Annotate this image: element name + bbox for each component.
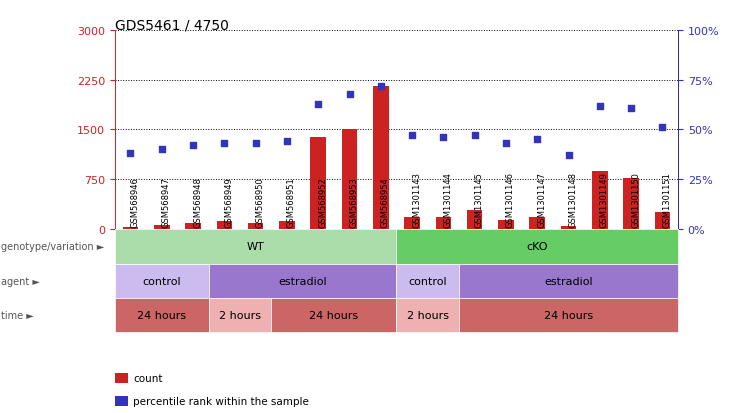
Bar	[216, 221, 232, 229]
Bar	[279, 222, 295, 229]
Bar	[154, 225, 170, 229]
Point	[375, 83, 387, 90]
Bar	[623, 178, 639, 229]
Text: GSM568954: GSM568954	[381, 177, 390, 228]
Point	[281, 139, 293, 145]
Text: GSM568951: GSM568951	[287, 177, 296, 228]
Text: GSM1301151: GSM1301151	[662, 172, 671, 228]
Point	[312, 101, 324, 108]
Bar	[467, 211, 482, 229]
Text: 2 hours: 2 hours	[219, 310, 261, 320]
Text: estradiol: estradiol	[279, 276, 327, 286]
Bar	[123, 227, 139, 229]
Point	[344, 91, 356, 98]
Point	[250, 141, 262, 147]
Text: WT: WT	[247, 242, 265, 252]
Text: GSM568953: GSM568953	[350, 177, 359, 228]
Bar	[310, 138, 326, 229]
Bar	[342, 130, 357, 229]
Text: GSM568950: GSM568950	[256, 177, 265, 228]
Text: GSM1301145: GSM1301145	[475, 172, 484, 228]
Text: GSM1301148: GSM1301148	[568, 172, 577, 228]
Text: 24 hours: 24 hours	[544, 310, 593, 320]
Bar	[654, 212, 670, 229]
Bar	[436, 218, 451, 229]
Text: estradiol: estradiol	[544, 276, 593, 286]
Point	[625, 105, 637, 112]
Bar	[592, 172, 608, 229]
Point	[469, 133, 481, 139]
Point	[156, 147, 167, 153]
Text: control: control	[408, 276, 447, 286]
Text: percentile rank within the sample: percentile rank within the sample	[133, 396, 309, 406]
Text: GSM1301143: GSM1301143	[412, 172, 421, 228]
Bar	[561, 227, 576, 229]
Text: GSM568948: GSM568948	[193, 177, 202, 228]
Bar	[373, 87, 388, 229]
Bar	[185, 223, 201, 229]
Point	[531, 137, 543, 143]
Text: cKO: cKO	[526, 242, 548, 252]
Text: 24 hours: 24 hours	[309, 310, 359, 320]
Text: GSM568946: GSM568946	[130, 177, 139, 228]
Text: count: count	[133, 373, 163, 383]
Text: agent ►: agent ►	[1, 276, 39, 286]
Text: 2 hours: 2 hours	[407, 310, 449, 320]
Text: genotype/variation ►: genotype/variation ►	[1, 242, 104, 252]
Text: GSM568947: GSM568947	[162, 177, 170, 228]
Text: GSM568952: GSM568952	[318, 177, 328, 228]
Text: GSM1301144: GSM1301144	[443, 172, 452, 228]
Text: 24 hours: 24 hours	[137, 310, 186, 320]
Text: GSM1301146: GSM1301146	[506, 172, 515, 228]
Point	[219, 141, 230, 147]
Point	[657, 125, 668, 131]
Text: control: control	[142, 276, 181, 286]
Point	[562, 152, 574, 159]
Bar	[247, 223, 264, 229]
Text: GSM568949: GSM568949	[225, 177, 233, 228]
Text: GSM1301150: GSM1301150	[631, 172, 640, 228]
Text: GDS5461 / 4750: GDS5461 / 4750	[115, 19, 229, 33]
Point	[124, 151, 136, 157]
Bar	[498, 221, 514, 229]
Point	[500, 141, 512, 147]
Point	[594, 103, 605, 109]
Point	[187, 142, 199, 149]
Bar	[405, 217, 420, 229]
Point	[437, 135, 449, 141]
Point	[406, 133, 418, 139]
Text: GSM1301147: GSM1301147	[537, 172, 546, 228]
Text: time ►: time ►	[1, 310, 33, 320]
Text: GSM1301149: GSM1301149	[599, 172, 609, 228]
Bar	[529, 217, 545, 229]
